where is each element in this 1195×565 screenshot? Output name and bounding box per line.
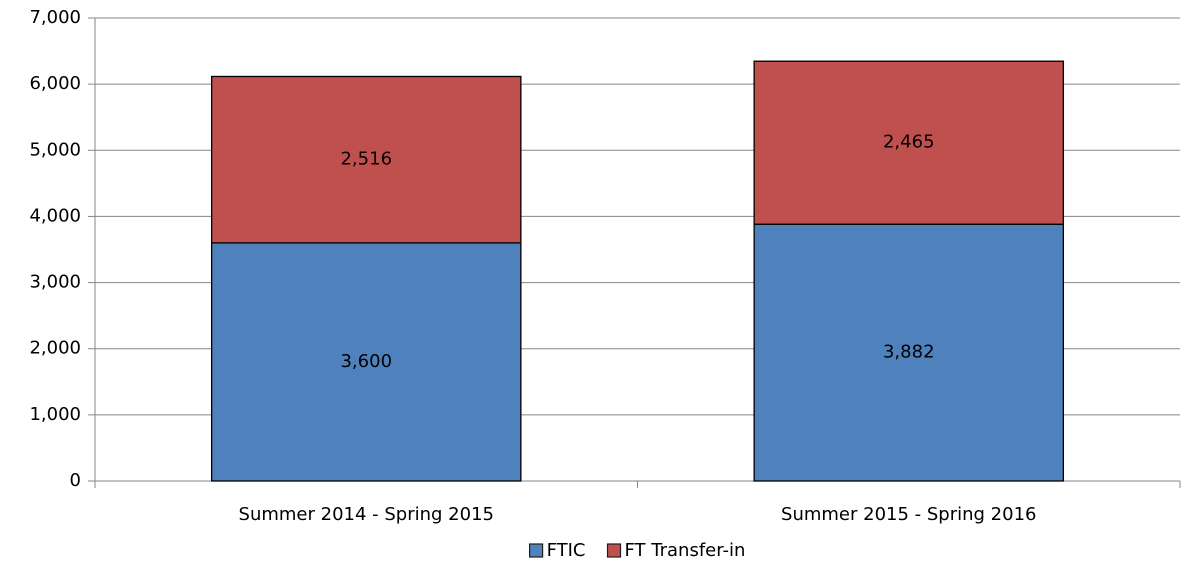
data-label: 3,600 xyxy=(340,351,392,372)
data-label: 2,465 xyxy=(883,132,935,153)
y-tick-label: 2,000 xyxy=(29,338,81,359)
y-tick-label: 0 xyxy=(70,470,81,491)
y-tick-label: 6,000 xyxy=(29,73,81,94)
legend-swatch xyxy=(606,543,622,558)
y-tick-label: 4,000 xyxy=(29,205,81,226)
data-label: 3,882 xyxy=(883,342,935,363)
legend-label: FTIC xyxy=(547,540,586,561)
y-tick-label: 7,000 xyxy=(29,7,81,28)
bar-segment xyxy=(753,223,1065,482)
y-tick-label: 3,000 xyxy=(29,272,81,293)
bar-segment xyxy=(753,60,1065,225)
x-tick-label: Summer 2014 - Spring 2015 xyxy=(239,504,494,525)
bar-segment xyxy=(210,75,522,244)
legend-label: FT Transfer-in xyxy=(625,540,746,561)
bar-segment xyxy=(210,242,522,482)
y-tick-label: 1,000 xyxy=(29,404,81,425)
legend-swatch xyxy=(528,543,544,558)
x-tick-label: Summer 2015 - Spring 2016 xyxy=(781,504,1036,525)
y-tick-label: 5,000 xyxy=(29,139,81,160)
data-label: 2,516 xyxy=(340,149,392,170)
